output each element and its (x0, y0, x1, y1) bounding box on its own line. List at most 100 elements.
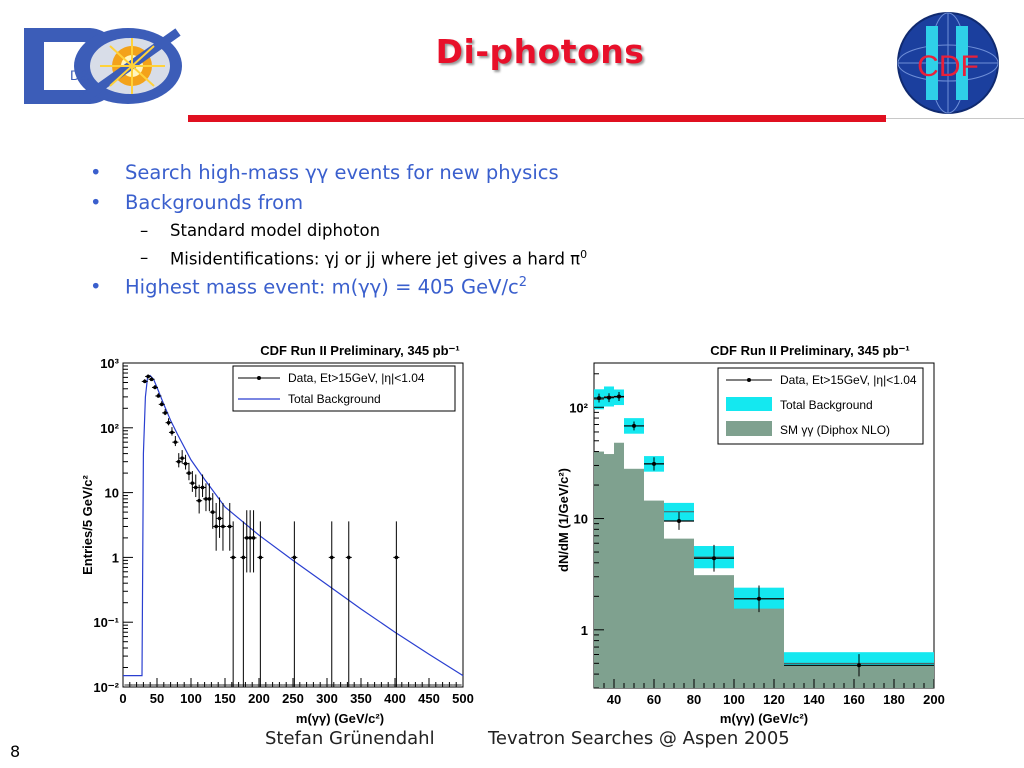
footer-event: Tevatron Searches @ Aspen 2005 (488, 728, 790, 749)
data-point (200, 485, 205, 490)
bullet-text: Search high-mass γγ events for new physi… (125, 161, 559, 184)
subbullet-text: Misidentifications: γj or jj where jet g… (170, 248, 587, 269)
sm-diphox-bar (624, 468, 644, 688)
y-axis-label: dN/dM (1/GeV/c²) (556, 468, 571, 572)
misid-sup: 0 (580, 248, 588, 261)
cdf-logo-text: CDF (917, 50, 979, 83)
x-tick-label: 160 (843, 692, 865, 707)
data-point (757, 596, 761, 601)
data-point (292, 555, 297, 560)
data-point (652, 461, 656, 466)
data-point (632, 423, 636, 428)
x-tick-label: 350 (350, 691, 372, 706)
subbullet-dash: – (140, 248, 149, 267)
data-point (248, 536, 252, 540)
data-point (227, 524, 232, 529)
data-point (210, 510, 215, 514)
data-point (153, 385, 157, 390)
data-point (180, 456, 184, 460)
bullet-dot: • (90, 275, 102, 298)
x-tick-label: 120 (763, 692, 785, 707)
y-tick-label: 1 (112, 550, 119, 565)
x-axis-label: m(γγ) (GeV/c²) (720, 711, 808, 726)
x-tick-label: 100 (723, 692, 745, 707)
data-point (187, 471, 191, 475)
x-tick-label: 140 (803, 692, 825, 707)
legend-data-marker (257, 376, 261, 380)
sm-diphox-bar (734, 608, 784, 688)
x-tick-label: 300 (316, 691, 338, 706)
data-point (173, 440, 178, 444)
title-divider (188, 115, 886, 122)
sm-diphox-bar (604, 454, 614, 688)
d0-logo-text: DØ (70, 67, 91, 83)
data-point (163, 411, 167, 415)
mass-spectrum-chart: CDF Run II Preliminary, 345 pb⁻¹0 50 100 15… (80, 343, 474, 726)
x-tick-label: 450 (418, 691, 440, 706)
x-tick-label: 0 (119, 691, 126, 706)
data-point (193, 485, 198, 490)
data-point (197, 498, 201, 503)
cdf-logo: CDF (897, 12, 999, 114)
y-tick-label: 10² (100, 421, 119, 436)
data-point (214, 524, 218, 529)
y-tick-label: 10² (569, 400, 588, 415)
legend-data-label: Data, Et>15GeV, |η|<1.04 (780, 373, 917, 387)
data-point (258, 555, 263, 560)
slide-title: Di-photons (435, 32, 645, 71)
y-tick-label: 10 (574, 512, 588, 527)
sm-diphox-bar (694, 575, 734, 688)
sm-diphox-bar (614, 442, 624, 688)
bullet-dot: • (90, 161, 102, 184)
bullet-dot: • (90, 191, 102, 214)
y-axis-label: Entries/5 GeV/c² (80, 474, 95, 574)
background-curve (123, 374, 464, 677)
data-point (241, 555, 246, 560)
x-tick-label: 200 (923, 692, 945, 707)
y-tick-label: 10³ (100, 356, 119, 371)
x-tick-label: 180 (883, 692, 905, 707)
misid-text: Misidentifications: γj or jj where jet g… (170, 249, 581, 269)
highest-mass-text: Highest mass event: m(γγ) = 405 GeV/c (125, 275, 519, 299)
data-point (166, 420, 171, 425)
x-tick-label: 250 (282, 691, 304, 706)
data-point (244, 536, 249, 540)
legend-box (232, 365, 456, 412)
data-point (231, 555, 235, 560)
bullet-text: Backgrounds from (125, 191, 304, 214)
plot-frame (122, 362, 464, 688)
data-point (190, 481, 195, 485)
x-tick-label: 40 (607, 692, 621, 707)
chart-title: CDF Run II Preliminary, 345 pb⁻¹ (710, 343, 910, 358)
data-point (156, 394, 161, 398)
page-number: 8 (10, 742, 21, 761)
data-point (394, 555, 399, 560)
data-point (329, 555, 334, 560)
data-point (146, 374, 150, 379)
data-point (159, 402, 164, 407)
x-tick-label: 400 (384, 691, 406, 706)
x-tick-label: 150 (214, 691, 236, 706)
legend-data-marker (747, 378, 751, 382)
legend-data-label: Data, Et>15GeV, |η|<1.04 (288, 371, 425, 385)
sm-diphox-bar (594, 451, 604, 688)
data-point (183, 461, 188, 466)
data-point (712, 556, 716, 561)
data-point (204, 497, 208, 501)
x-tick-label: 100 (180, 691, 202, 706)
subbullet-dash: – (140, 221, 149, 240)
data-point (170, 430, 174, 435)
title-divider-tail (886, 118, 1024, 119)
y-tick-label: 10⁻¹ (93, 615, 119, 630)
chart-title: CDF Run II Preliminary, 345 pb⁻¹ (260, 343, 460, 358)
x-tick-label: 500 (452, 691, 474, 706)
y-tick-label: 10⁻² (93, 680, 119, 695)
y-tick-label: 1 (581, 623, 588, 638)
sm-diphox-bar (664, 538, 694, 688)
legend-bkg-label: Total Background (780, 398, 873, 412)
data-point (142, 379, 147, 384)
legend-sm-swatch (726, 421, 772, 436)
data-point (207, 497, 212, 501)
data-point (617, 394, 621, 399)
y-tick-label: 10 (105, 486, 119, 501)
